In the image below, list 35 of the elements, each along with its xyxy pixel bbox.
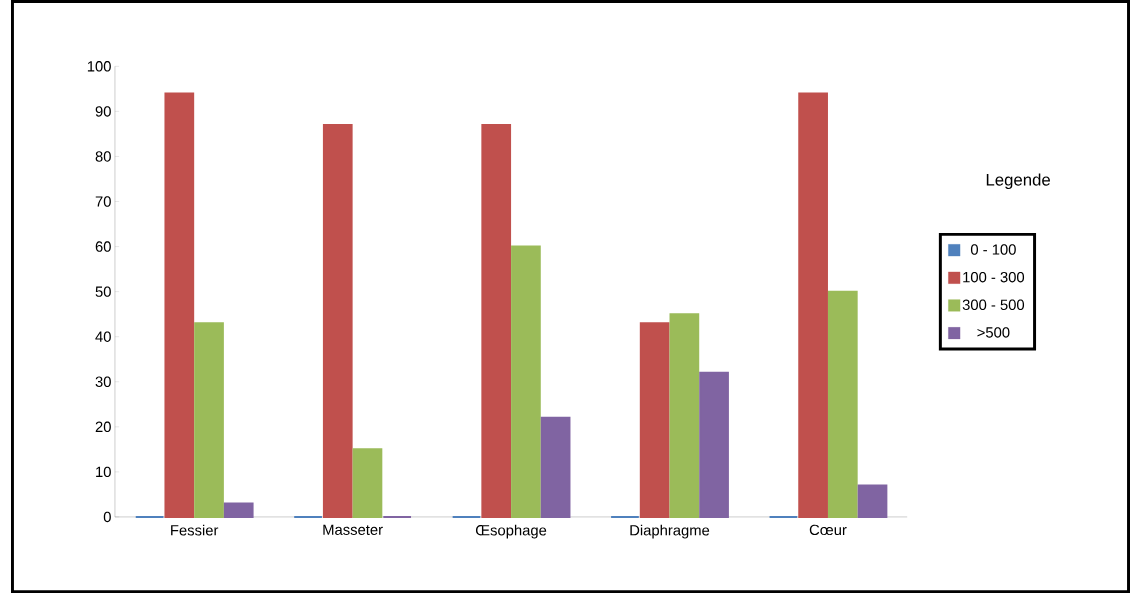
bar [511, 245, 541, 518]
bar [827, 290, 858, 518]
bar [164, 92, 195, 518]
y-tick-label: 90 [95, 106, 111, 117]
legend-label: 0 - 100 [970, 244, 1016, 255]
x-tick-label: Cœur [809, 524, 847, 536]
y-tick-label: 10 [96, 466, 111, 478]
x-tick-label: Masseter [323, 524, 383, 535]
bar [352, 448, 383, 518]
x-tick-label: Fessier [171, 524, 219, 536]
bar [798, 92, 828, 518]
bar [481, 123, 512, 518]
x-tick-label: Œsophage [475, 524, 547, 539]
y-tick-label: 100 [87, 61, 111, 72]
y-tick-label: 0 [103, 511, 111, 523]
y-tick-label: 20 [95, 421, 111, 432]
bar [322, 123, 353, 518]
legend-title: Legende [986, 173, 1050, 189]
y-tick-label: 50 [95, 286, 111, 297]
bar [669, 313, 700, 518]
bar [540, 416, 571, 518]
y-tick-label: 70 [95, 196, 111, 207]
y-tick-label: 60 [95, 241, 111, 252]
bar [699, 371, 729, 518]
legend-label: 100 - 300 [963, 271, 1025, 283]
bar [194, 322, 224, 518]
bar [223, 502, 254, 518]
y-tick-label: 30 [95, 376, 111, 387]
y-tick-label: 40 [95, 331, 111, 342]
bar [857, 484, 888, 518]
bar [639, 322, 670, 518]
x-tick-label: Diaphragme [630, 524, 710, 539]
legend-label: >500 [977, 327, 1010, 338]
y-tick-label: 80 [95, 151, 111, 162]
legend-label: 300 - 500 [962, 299, 1025, 310]
